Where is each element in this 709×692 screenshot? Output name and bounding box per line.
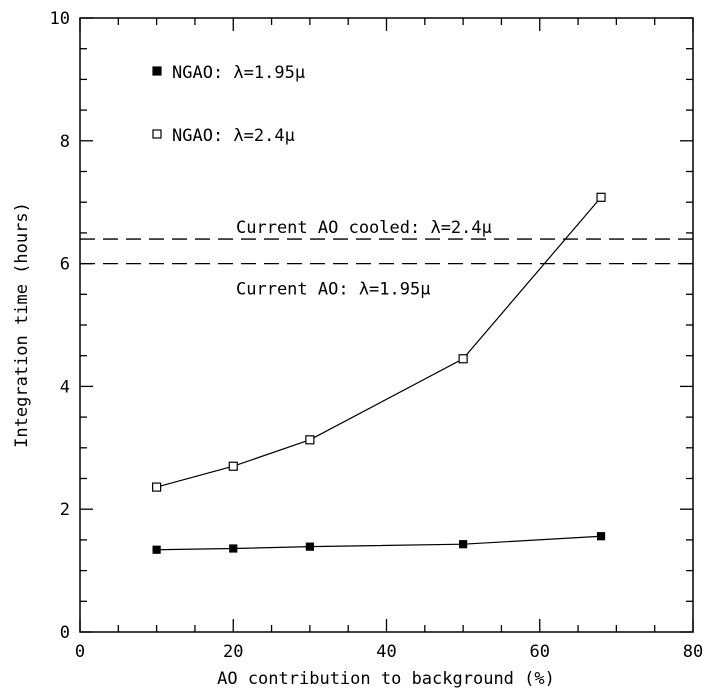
legend-label: NGAO: λ=2.4μ [172, 126, 295, 146]
data-point-open [305, 435, 315, 445]
x-axis-label: AO contribution to background (%) [217, 669, 555, 689]
y-tick-label: 4 [60, 377, 70, 397]
data-point-filled [459, 540, 468, 549]
x-tick-label: 80 [683, 642, 703, 662]
series-layer [152, 192, 606, 554]
data-point-filled [152, 545, 161, 554]
data-point-open [458, 354, 468, 364]
x-tick-label: 60 [530, 642, 550, 662]
legend-label: NGAO: λ=1.95μ [172, 63, 305, 83]
reference-line-label: Current AO: λ=1.95μ [236, 280, 430, 300]
data-point-open [228, 461, 238, 471]
y-axis-label: Integration time (hours) [12, 202, 32, 448]
x-tick-label: 20 [223, 642, 243, 662]
y-tick-label: 6 [60, 255, 70, 275]
data-point-filled [596, 532, 606, 541]
x-tick-label: 0 [75, 642, 85, 662]
tick-labels: 0 20 40 60 80 0 2 4 6 8 10 [50, 9, 704, 662]
y-tick-label: 8 [60, 132, 70, 152]
series-line [156, 535, 602, 551]
data-point-filled [229, 544, 238, 553]
y-tick-label: 10 [50, 9, 70, 29]
series-line [156, 196, 602, 488]
legend-marker [152, 129, 162, 139]
y-tick-label: 0 [60, 623, 70, 643]
data-point-filled [305, 542, 314, 551]
legend: NGAO: λ=1.95μ NGAO: λ=2.4μ [152, 63, 305, 146]
y-tick-label: 2 [60, 500, 70, 520]
reference-lines: Current AO cooled: λ=2.4μ Current AO: λ=1… [80, 218, 693, 300]
x-tick-label: 40 [376, 642, 396, 662]
data-point-open [596, 192, 606, 202]
data-point-open [152, 482, 162, 492]
legend-marker [152, 66, 162, 76]
reference-line-label: Current AO cooled: λ=2.4μ [236, 218, 492, 238]
